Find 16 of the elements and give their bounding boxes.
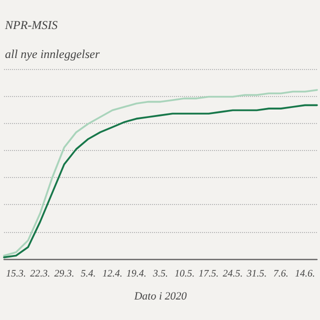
x-tick-label: 17.5. [198,268,219,280]
x-tick-label: 15.3. [6,268,26,280]
x-tick-label: 24.5. [222,268,243,280]
x-tick-label: 7.6. [273,268,288,280]
y-axis-title: all nye innleggelser [5,47,100,61]
x-tick-label: 31.5. [246,268,267,280]
x-tick-label: 3.5. [152,268,168,280]
x-tick-label: 14.6. [294,268,315,280]
x-tick-label: 29.3. [54,268,74,280]
x-tick-label: 5.4. [80,268,96,280]
x-axis-title: Dato i 2020 [133,290,188,302]
x-tick-label: 10.5. [174,268,195,280]
x-tick-label: 12.4. [102,268,122,280]
x-tick-label: 19.4. [126,268,146,280]
x-tick-label: 22.3. [30,268,50,280]
chart-title: NPR-MSIS [4,18,58,32]
